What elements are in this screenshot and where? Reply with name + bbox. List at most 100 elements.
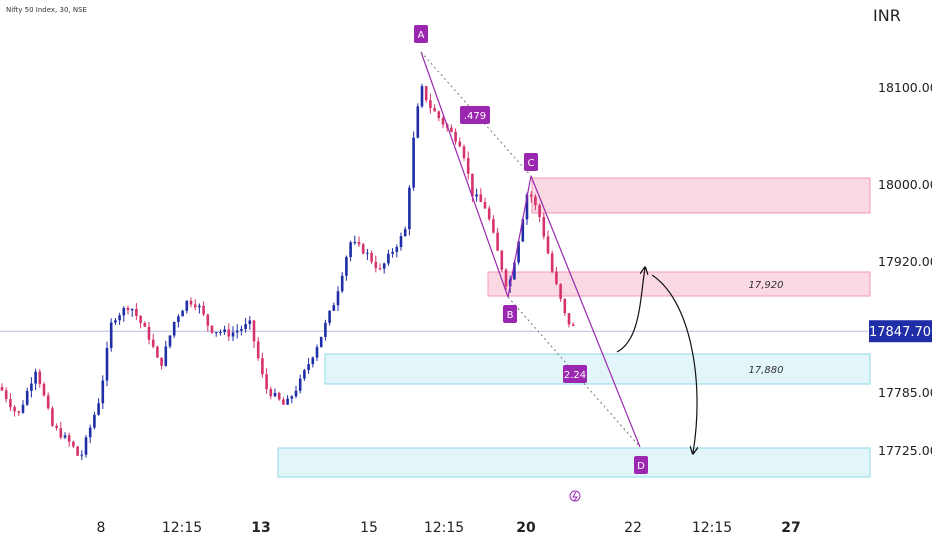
candle-body <box>135 308 138 316</box>
candle-body <box>559 283 562 299</box>
candle-body <box>93 414 96 428</box>
demand-zone-3[interactable] <box>324 353 871 385</box>
candle-body <box>177 316 180 322</box>
last-price-value: 17847.70 <box>869 325 931 340</box>
candle-body <box>370 252 373 262</box>
candle-body <box>72 441 75 447</box>
candle-body <box>256 341 260 359</box>
candle-body <box>366 252 369 254</box>
x-tick-label: 12:15 <box>692 520 732 536</box>
candle-body <box>240 328 243 331</box>
candle-body <box>529 194 533 197</box>
candle-body <box>13 407 16 412</box>
candle-body <box>88 427 92 438</box>
lightning-icon <box>572 491 578 502</box>
candle-body <box>277 392 281 400</box>
x-tick-label: 22 <box>624 520 642 536</box>
candle-body <box>84 437 88 455</box>
pattern-ratio-line-BD <box>507 296 641 448</box>
candle-body <box>126 307 130 311</box>
candle-body <box>399 236 403 248</box>
pattern-point-c[interactable] <box>524 153 538 171</box>
candle-body <box>521 219 525 242</box>
pattern-point-a[interactable] <box>414 25 428 43</box>
candle-body <box>483 202 487 209</box>
pattern-leg-CD[interactable] <box>530 175 641 448</box>
candle-body <box>9 399 12 408</box>
candle-body <box>202 305 205 315</box>
candle-body <box>429 100 432 109</box>
projection-arrow-down[interactable] <box>651 274 697 453</box>
candle-body <box>437 111 441 119</box>
pattern-ratio-box-1[interactable] <box>460 106 490 124</box>
candle-body <box>109 322 113 348</box>
candle-body <box>55 425 58 429</box>
currency-label: INR <box>873 6 901 25</box>
candle-body <box>189 300 193 305</box>
pattern-point-label-d: D <box>637 461 645 472</box>
candle-body <box>525 194 529 220</box>
candle-body <box>340 275 344 292</box>
supply-zone-2[interactable] <box>487 271 871 297</box>
pattern-leg-AB[interactable] <box>420 51 509 298</box>
candle-body <box>357 241 361 245</box>
candle-body <box>269 389 273 397</box>
candle-body <box>403 229 407 237</box>
candle-body <box>534 196 537 206</box>
candle-body <box>4 390 8 400</box>
candle-body <box>51 408 54 426</box>
event-marker-icon[interactable] <box>569 490 581 502</box>
candle-body <box>492 219 495 233</box>
candle-body <box>151 339 155 347</box>
candle-body <box>235 330 239 333</box>
candle-body <box>67 435 71 442</box>
demand-zone-4[interactable] <box>277 447 871 478</box>
pattern-leg-BC[interactable] <box>507 175 532 298</box>
candle-body <box>458 141 462 147</box>
pattern-point-label-c: C <box>528 158 535 169</box>
candle-body <box>214 332 218 334</box>
candle-body <box>500 250 504 270</box>
candle-body <box>416 106 420 138</box>
candle-body <box>139 315 142 323</box>
candle-body <box>298 378 302 391</box>
candle-body <box>441 118 445 125</box>
x-tick-label: 13 <box>251 520 270 536</box>
candle-body <box>496 232 499 251</box>
candle-body <box>219 331 222 333</box>
pattern-ratio-1: .479 <box>464 111 486 122</box>
candle-body <box>513 262 516 280</box>
candle-body <box>328 310 331 323</box>
candle-body <box>391 251 394 254</box>
candle-body <box>378 268 382 270</box>
zone-label-2: 17,920 <box>749 280 784 291</box>
candle-body <box>395 247 399 252</box>
x-tick-label: 8 <box>97 520 106 536</box>
pattern-point-d[interactable] <box>634 456 648 474</box>
candle-body <box>424 86 428 101</box>
candle-body <box>198 305 201 308</box>
supply-zone-1[interactable] <box>531 177 871 214</box>
candle-body <box>252 320 256 342</box>
pattern-point-b[interactable] <box>503 305 517 323</box>
candle-body <box>382 263 386 269</box>
candle-body <box>193 304 197 308</box>
candle-body <box>42 383 46 396</box>
candle-body <box>433 108 436 112</box>
candle-body <box>248 320 252 325</box>
candle-body <box>487 208 491 220</box>
candle-body <box>227 329 231 337</box>
candle-body <box>273 392 277 397</box>
candle-body <box>80 454 84 456</box>
projection-arrow-up[interactable] <box>616 268 645 353</box>
candle-body <box>34 371 37 384</box>
pattern-ratio-box-2[interactable] <box>563 365 587 383</box>
candle-body <box>412 137 415 188</box>
candle-body <box>307 364 310 371</box>
candle-body <box>319 336 323 348</box>
candle-body <box>345 257 348 276</box>
candle-body <box>286 398 289 405</box>
candle-body <box>282 399 285 405</box>
pattern-point-label-a: A <box>418 30 425 41</box>
